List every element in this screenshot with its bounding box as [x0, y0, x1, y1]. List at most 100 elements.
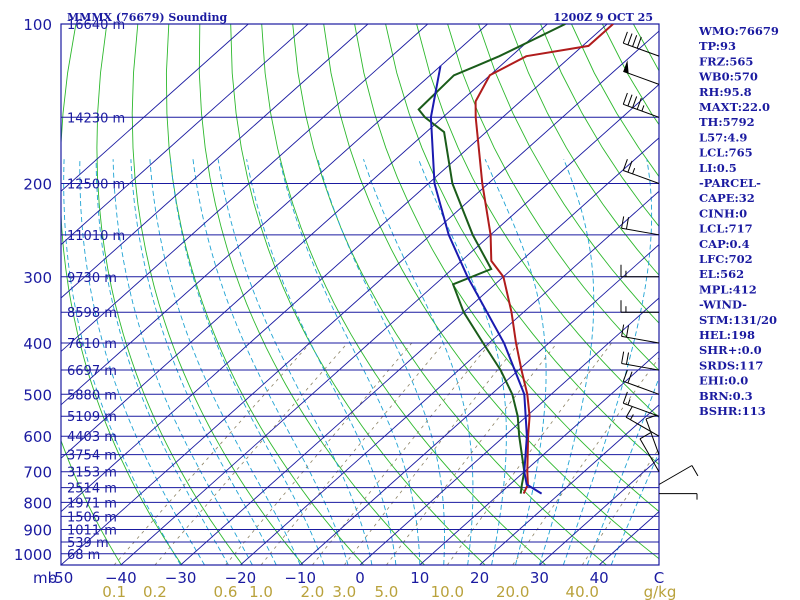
wind-barbs-layer [620, 31, 699, 500]
moist-adiabat [95, 159, 229, 565]
isotherm [120, 83, 659, 565]
index-value: L57:4.9 [699, 130, 747, 144]
temperature-axis-unit: C [654, 569, 664, 587]
wind-barb-feather [625, 406, 633, 418]
wind-barb-half-feather [632, 168, 636, 175]
wind-barb [622, 391, 660, 417]
isotherm [61, 24, 249, 192]
isotherm [61, 24, 309, 246]
index-value: CAP:0.4 [699, 237, 750, 251]
dewpoint-profile [417, 24, 566, 494]
index-value: TH:5792 [699, 115, 755, 129]
pressure-tick-label: 400 [23, 335, 52, 353]
index-value: HEL:198 [699, 328, 755, 342]
dry-adiabat [0, 24, 61, 565]
isotherm [61, 24, 369, 299]
mixing-ratio-label: 20.0 [496, 583, 529, 600]
pressure-tick-label: 900 [23, 522, 52, 540]
dry-adiabat [96, 24, 243, 565]
wind-barb-staff [623, 103, 660, 118]
height-label: 3153 m [67, 466, 117, 481]
pressure-tick-label: 600 [23, 428, 52, 446]
wind-barb-feather [632, 35, 638, 47]
dry-adiabat [61, 439, 122, 565]
moist-adiabat [112, 159, 253, 565]
station-title: MMMX (76679) Sounding [67, 11, 228, 24]
height-label: 5880 m [67, 388, 117, 403]
wind-barb-feather [691, 465, 699, 477]
dry-adiabat [788, 24, 800, 565]
temperature-tick-label: −40 [105, 569, 137, 587]
grid-layer [0, 23, 800, 566]
isotherm [61, 24, 488, 406]
moist-adiabat [484, 159, 547, 565]
wind-barb [659, 493, 698, 500]
mixing-ratio-line [113, 342, 311, 565]
wind-barb-feather [622, 369, 628, 382]
index-value: CINH:0 [699, 206, 747, 220]
moist-adiabat [217, 159, 373, 565]
isotherm [299, 244, 659, 565]
wind-barb-feather [622, 92, 628, 105]
wind-barb-staff [625, 416, 660, 437]
temperature-tick-label: -50 [49, 569, 74, 587]
wind-barb-staff [623, 170, 660, 184]
height-label: 12500 m [67, 177, 125, 192]
labels-layer: MMMX (76679) Sounding 1200Z 9 OCT 25 100… [14, 11, 677, 600]
wind-barb-feather [627, 371, 633, 384]
dry-adiabat [323, 24, 659, 560]
wind-barb [621, 324, 660, 344]
height-label: 539 m [67, 536, 109, 551]
dry-adiabat [385, 24, 659, 466]
index-value: RH:95.8 [699, 85, 752, 99]
wind-barb-feather [622, 159, 628, 171]
wind-barb-feather [625, 352, 630, 365]
profiles [417, 24, 614, 495]
height-label: 1971 m [67, 496, 117, 511]
valid-time: 1200Z 9 OCT 25 [553, 11, 653, 24]
height-label: 1011 m [67, 524, 117, 539]
isotherm [61, 24, 608, 513]
plot-border [60, 23, 660, 566]
wind-barb-staff [623, 402, 660, 417]
index-value: LI:0.5 [699, 161, 737, 175]
isotherm [240, 190, 659, 565]
height-label: 14230 m [67, 111, 125, 126]
height-label: 68 m [67, 548, 100, 563]
wind-barb-feather [627, 94, 633, 107]
dry-adiabat [292, 24, 607, 565]
moist-adiabat [149, 159, 301, 565]
index-value: WB0:570 [698, 70, 758, 84]
temperature-tick-label: −20 [225, 569, 257, 587]
isotherm [479, 404, 659, 565]
wind-barb-staff [621, 362, 660, 371]
wind-barb [645, 414, 660, 455]
height-label: 7610 m [67, 337, 117, 352]
wind-barb-feather [645, 414, 658, 420]
wind-barb [625, 406, 660, 437]
index-value: LFC:702 [699, 252, 753, 266]
wind-barb [622, 159, 660, 184]
pressure-tick-label: 200 [23, 175, 52, 193]
wind-barb-feather [621, 216, 625, 229]
mixing-ratio-line [312, 342, 491, 565]
wind-barb [622, 92, 660, 118]
wind-barb-feather [625, 217, 630, 230]
pressure-axis-unit: mb [33, 569, 57, 587]
index-value: WMO:76679 [698, 24, 779, 38]
pressure-tick-label: 500 [23, 386, 52, 404]
wind-barb-staff [658, 465, 693, 485]
index-value: EHI:0.0 [699, 374, 748, 388]
wind-barb-feather [627, 160, 633, 173]
index-value: LCL:717 [699, 222, 753, 236]
mixing-ratio-unit: g/kg [644, 583, 677, 600]
pressure-tick-label: 1000 [14, 546, 52, 564]
grid-lines [0, 24, 800, 565]
isotherm [359, 297, 659, 565]
wind-barb-feather [632, 96, 638, 108]
mixing-ratio-line [225, 342, 413, 565]
dry-adiabat [261, 24, 547, 565]
wind-barb-feather [636, 36, 642, 49]
mixing-ratio-label: 3.0 [332, 583, 356, 600]
moist-adiabat [169, 159, 325, 565]
